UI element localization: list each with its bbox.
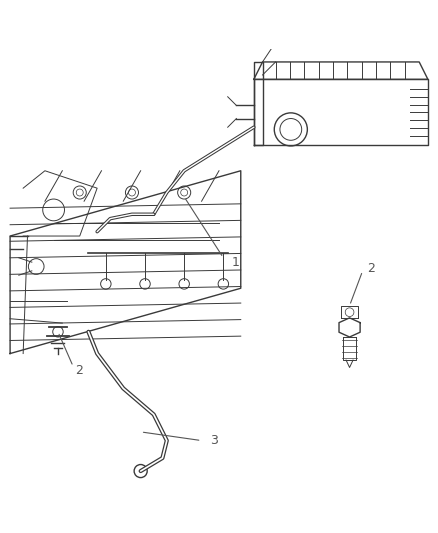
Text: 2: 2 <box>75 365 83 377</box>
Text: 1: 1 <box>232 256 240 269</box>
Text: 3: 3 <box>210 434 218 447</box>
Text: 2: 2 <box>367 262 375 275</box>
